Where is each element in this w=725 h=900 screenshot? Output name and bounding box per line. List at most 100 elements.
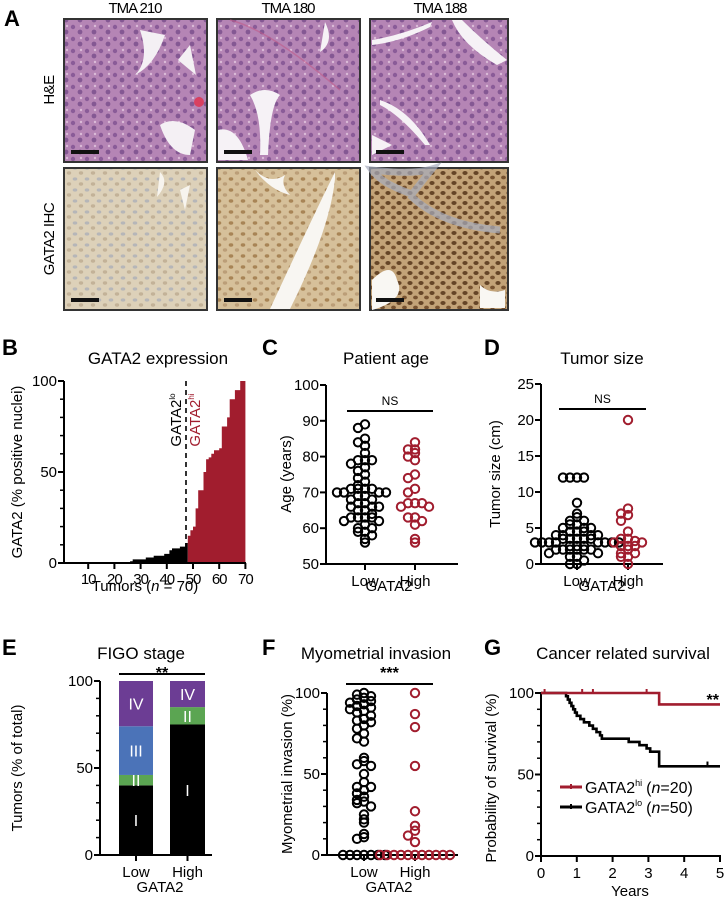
chart-title: GATA2 expression (88, 349, 228, 368)
data-point-high (409, 849, 421, 861)
data-point-high (402, 472, 414, 484)
y-tick-label: 15 (517, 448, 534, 465)
data-point-low (359, 440, 371, 452)
panel-f-myometrial-invasion: F Myometrial invasion Myometrial invasio… (262, 635, 458, 896)
data-point-low (557, 472, 569, 483)
y-tick-label: 20 (517, 412, 534, 429)
survival-plot: 0 50 100 0 1 2 3 4 5 ** GATA2hi (n=20)GATA2lo (n=50) (509, 685, 724, 882)
y-tick-label: 80 (302, 449, 319, 466)
data-point-high (615, 508, 627, 519)
segment-label: I (134, 813, 138, 830)
significance-label: ** (707, 692, 720, 709)
data-point-high (629, 535, 641, 547)
y-tick-label: 100 (295, 685, 320, 702)
bar-segment-stage-i (119, 785, 153, 855)
data-point-low (359, 533, 371, 545)
data-point-high (409, 708, 421, 720)
chart-title: Patient age (343, 349, 429, 368)
significance-label: *** (380, 665, 399, 682)
data-point-low (592, 548, 604, 559)
label-gata2-hi: GATA2hi (187, 393, 204, 446)
x-category-label: Low (563, 573, 591, 590)
panel-letter-f: F (262, 635, 275, 660)
data-point-low (358, 736, 370, 747)
data-point-low (543, 548, 555, 559)
x-tick-label: 70 (238, 571, 253, 588)
data-point-low (331, 487, 343, 498)
x-category-label: High (613, 573, 644, 590)
data-point-low (351, 849, 363, 861)
bar-segment-stage-iii (119, 726, 153, 775)
data-point-high (622, 558, 634, 570)
data-point-high (409, 687, 421, 699)
ihc-image-tma210 (63, 167, 208, 311)
chart-title: FIGO stage (97, 644, 185, 663)
column-label-tma180: TMA 180 (261, 0, 315, 17)
data-point-low (338, 515, 350, 527)
data-point-low (351, 797, 363, 809)
data-point-low (337, 849, 349, 861)
panel-b-gata2-expression: B GATA2 expression GATA2 (% positive nuc… (2, 335, 254, 595)
data-point-low (578, 533, 590, 544)
segment-label: I (185, 783, 189, 800)
data-point-high (388, 849, 400, 861)
data-point-low (571, 497, 583, 508)
data-point-high (409, 497, 421, 509)
data-point-low (365, 760, 377, 772)
data-point-low (564, 533, 576, 544)
significance-label: NS (594, 392, 611, 406)
x-axis-label: GATA2 (366, 578, 413, 595)
bars (62, 381, 246, 563)
y-tick-label: 25 (517, 376, 534, 393)
bar-segment-stage-ii (170, 707, 205, 725)
scale-bar (376, 298, 404, 302)
data-point-low (351, 833, 363, 844)
chart-title: Cancer related survival (536, 644, 710, 663)
y-axis-label: Age (years) (278, 435, 295, 513)
data-point-low (571, 533, 583, 544)
panel-letter-c: C (262, 335, 278, 360)
y-axis-label: Tumor size (cm) (487, 420, 504, 528)
x-category-label: Low (350, 864, 378, 881)
panel-g-cancer-related-survival: G Cancer related survival Probability of… (483, 635, 724, 900)
data-point-low (352, 512, 364, 523)
x-category-label: High (400, 573, 431, 590)
y-tick-label: 0 (49, 555, 57, 572)
data-point-low (352, 505, 364, 516)
data-point-low (578, 544, 590, 555)
data-point-high (622, 526, 634, 537)
legend-item-hi: GATA2hi (n=20) (560, 778, 693, 797)
panel-c-patient-age: C Patient age Age (years) 50 60 70 80 90 100 L… (262, 335, 458, 595)
segment-label: IV (128, 697, 143, 714)
data-point-low (564, 558, 576, 570)
x-category-label: Low (122, 864, 150, 881)
data-point-high (409, 519, 421, 530)
bar-series-GATA2hi (187, 381, 246, 563)
data-point-high (402, 830, 414, 841)
x-axis-label: Tumors (n = 70) (92, 578, 199, 595)
x-category-label: Low (351, 573, 379, 590)
data-point-low (373, 501, 385, 512)
y-axis-label: GATA2 (% positive nuclei) (9, 386, 26, 559)
data-point-low (529, 537, 541, 548)
y-tick-label: 50 (302, 556, 319, 573)
panel-letter-e: E (2, 635, 17, 660)
data-point-low (550, 537, 562, 548)
y-tick-label: 50 (40, 464, 57, 481)
data-point-high (409, 721, 421, 733)
data-point-low (373, 487, 385, 498)
data-point-high (381, 849, 393, 861)
data-point-low (338, 487, 350, 498)
data-point-low (543, 537, 555, 548)
scatter-plot: 50 60 70 80 90 100 Low High NS (294, 377, 458, 590)
legend-item-lo: GATA2lo (n=50) (560, 798, 693, 817)
row-label-gata2-ihc: GATA2 IHC (41, 202, 58, 275)
data-point-high (423, 849, 435, 861)
x-tick-label: 10 (81, 571, 96, 588)
data-point-high (409, 760, 421, 772)
y-tick-label: 60 (302, 520, 319, 537)
column-label-tma188: TMA 188 (413, 0, 467, 17)
data-point-low (571, 544, 583, 555)
data-point-low (359, 447, 371, 459)
